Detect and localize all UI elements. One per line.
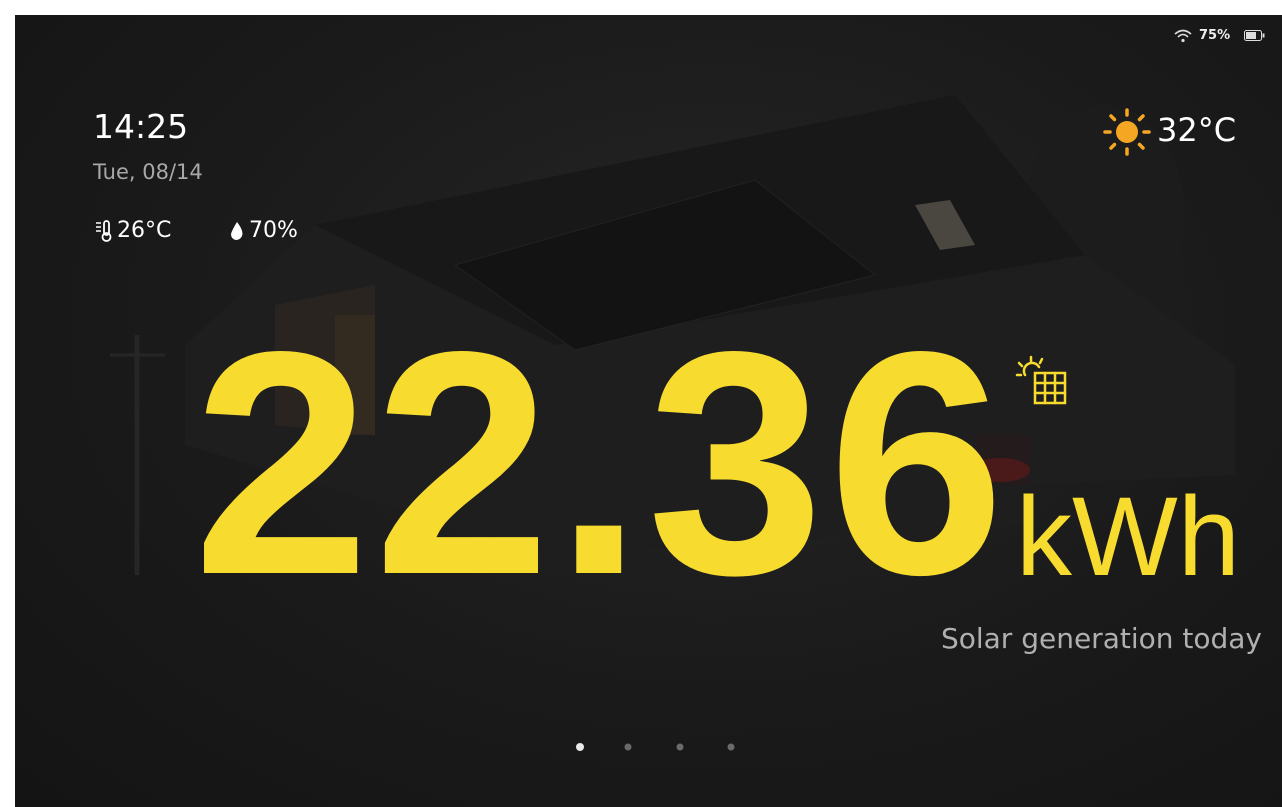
outdoor-temperature: 32°C [1157, 111, 1236, 149]
sun-icon [1103, 108, 1151, 156]
screen: 75% 14:25 Tue, 08/14 26°C 70% 32°C 22.36 [15, 15, 1282, 807]
energy-caption: Solar generation today [941, 622, 1262, 655]
date: Tue, 08/14 [93, 160, 203, 184]
solar-panel-icon [1015, 355, 1077, 413]
page-indicator [570, 740, 740, 754]
energy-unit: kWh [1016, 481, 1240, 593]
thermometer-icon [95, 219, 113, 243]
indoor-humidity: 70% [249, 218, 298, 243]
page-dot-active[interactable] [576, 743, 584, 751]
page-dot[interactable] [677, 744, 684, 751]
page-dot[interactable] [728, 744, 735, 751]
time: 14:25 [93, 107, 188, 146]
humidity-icon [228, 220, 246, 242]
battery-icon [1244, 30, 1266, 42]
battery-level: 75% [1199, 28, 1230, 43]
wifi-icon [1173, 28, 1193, 44]
page-dot[interactable] [625, 744, 632, 751]
indoor-temperature: 26°C [117, 218, 171, 243]
page: 75% 14:25 Tue, 08/14 26°C 70% 32°C 22.36 [0, 0, 1282, 807]
energy-value: 22.36 [193, 305, 1009, 623]
